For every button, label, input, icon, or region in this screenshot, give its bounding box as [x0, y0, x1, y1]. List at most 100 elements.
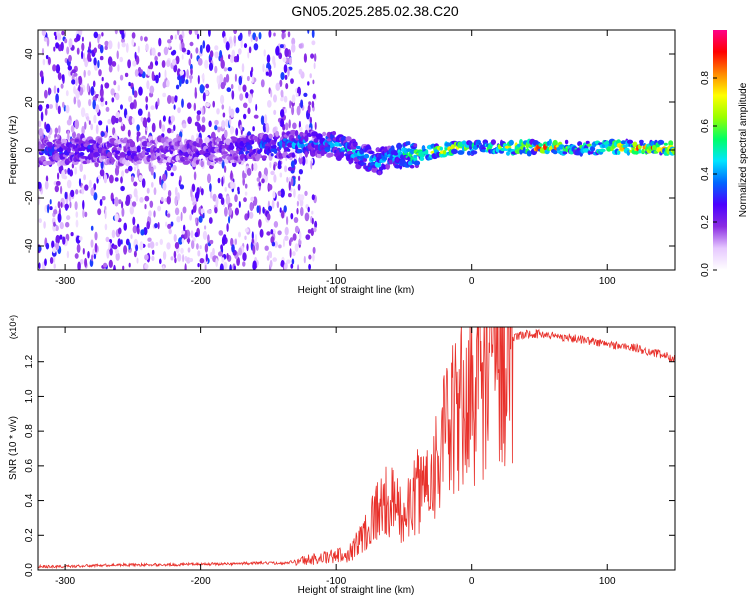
noise-cell — [121, 121, 124, 127]
noise-cell — [112, 244, 118, 250]
noise-cell — [90, 225, 94, 231]
noise-cell — [208, 57, 212, 63]
x-tick-label: 100 — [599, 576, 616, 587]
ridge-cell — [286, 142, 294, 148]
noise-cell — [208, 120, 212, 128]
noise-cell — [305, 157, 308, 165]
noise-cell — [228, 206, 232, 216]
noise-cell — [100, 131, 105, 137]
noise-cell — [223, 165, 227, 173]
noise-cell — [275, 46, 280, 56]
noise-cell — [88, 99, 92, 107]
noise-cell — [197, 263, 200, 268]
noise-cell — [295, 92, 299, 98]
y-tick-label: 1.0 — [24, 389, 35, 403]
noise-cell — [196, 114, 201, 122]
noise-cell — [134, 69, 139, 77]
noise-cell — [176, 68, 181, 78]
noise-cell — [153, 172, 156, 180]
noise-cell — [118, 227, 122, 235]
x-tick-label: 0 — [469, 276, 475, 287]
noise-cell — [273, 164, 276, 171]
ridge-cell — [290, 129, 297, 135]
ridge-cell — [55, 140, 63, 145]
noise-cell — [291, 43, 296, 53]
noise-cell — [193, 102, 196, 111]
colorbar-label: Normalized spectral amplitude — [738, 82, 749, 217]
noise-cell — [205, 102, 210, 108]
noise-cell — [200, 188, 204, 196]
noise-cell — [243, 102, 248, 109]
snr-y-multiplier: (x10⁴) — [8, 315, 18, 339]
noise-cell — [312, 79, 315, 85]
noise-cell — [129, 205, 134, 215]
noise-cell — [75, 189, 79, 195]
noise-cell — [237, 34, 243, 42]
noise-cell — [76, 34, 81, 42]
noise-cell — [215, 196, 219, 206]
noise-cell — [166, 195, 171, 205]
noise-cell — [242, 170, 245, 180]
noise-cell — [53, 31, 57, 36]
noise-cell — [272, 190, 276, 199]
noise-cell — [175, 84, 180, 90]
noise-cell — [144, 204, 147, 210]
ridge-cell — [301, 135, 305, 141]
noise-cell — [129, 102, 135, 110]
noise-cell — [298, 43, 303, 49]
noise-cell — [286, 176, 289, 183]
noise-cell — [66, 119, 72, 126]
noise-cell — [53, 263, 56, 269]
noise-cell — [202, 40, 206, 49]
noise-cell — [117, 84, 121, 92]
noise-cell — [214, 207, 218, 214]
noise-cell — [196, 110, 202, 115]
noise-cell — [174, 186, 178, 197]
noise-cell — [287, 31, 291, 38]
noise-cell — [193, 171, 197, 181]
ridge-cell — [407, 141, 411, 146]
noise-cell — [180, 211, 183, 222]
noise-cell — [128, 165, 133, 172]
noise-cell — [99, 87, 104, 98]
noise-cell — [131, 38, 135, 47]
noise-cell — [147, 237, 152, 242]
noise-cell — [250, 196, 255, 202]
noise-cell — [278, 52, 283, 60]
noise-cell — [181, 238, 185, 244]
noise-cell — [298, 155, 303, 165]
noise-cell — [70, 189, 75, 198]
noise-cell — [182, 254, 185, 263]
x-tick-label: -200 — [191, 276, 211, 287]
noise-cell — [154, 55, 158, 62]
ridge-cell — [261, 155, 268, 159]
noise-cell — [45, 123, 51, 133]
noise-cell — [101, 76, 104, 82]
noise-cell — [215, 258, 219, 267]
ridge-cell — [177, 136, 182, 141]
noise-cell — [93, 253, 97, 260]
noise-cell — [81, 185, 85, 195]
noise-cell — [163, 46, 169, 56]
noise-cell — [204, 243, 209, 253]
noise-cell — [230, 170, 233, 179]
noise-cell — [124, 168, 129, 174]
noise-cell — [265, 71, 269, 76]
noise-cell — [181, 54, 184, 60]
noise-cell — [162, 115, 166, 122]
noise-cell — [289, 100, 292, 109]
ridge-cell — [254, 135, 258, 142]
noise-cell — [230, 237, 234, 247]
ridge-cell — [304, 129, 308, 135]
ridge-cell — [335, 155, 342, 162]
noise-cell — [57, 105, 61, 115]
noise-cell — [214, 45, 219, 51]
noise-cell — [307, 206, 310, 213]
noise-cell — [84, 121, 87, 130]
noise-cell — [179, 70, 185, 76]
ridge-cell — [327, 152, 334, 157]
noise-cell — [158, 72, 161, 79]
noise-cell — [190, 188, 193, 198]
noise-cell — [281, 210, 285, 219]
noise-cell — [197, 75, 200, 85]
